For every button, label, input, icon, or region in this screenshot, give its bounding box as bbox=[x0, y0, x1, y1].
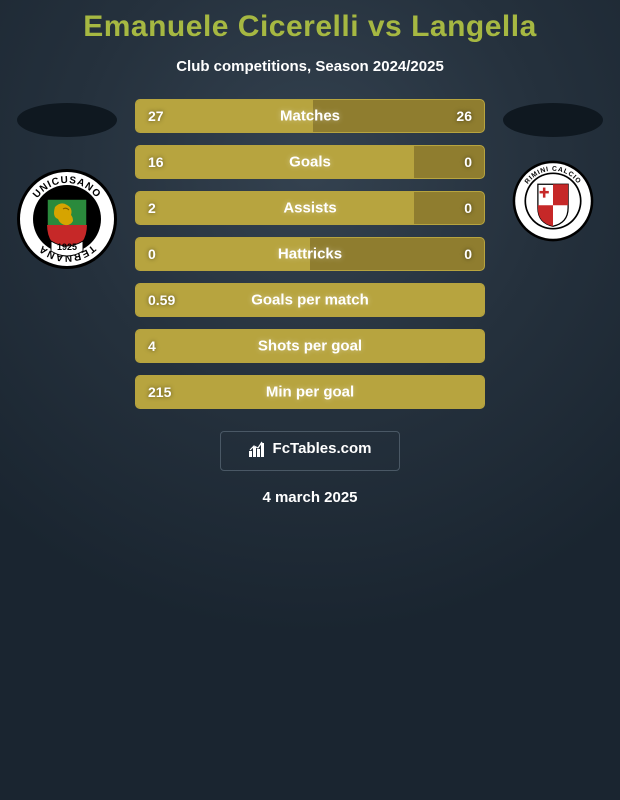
svg-text:1925: 1925 bbox=[57, 242, 77, 252]
crest-left-icon: UNICUSANO TERNANA 1925 bbox=[17, 159, 117, 279]
stat-row: 27 Matches 26 bbox=[135, 99, 485, 133]
stat-left-value: 0 bbox=[148, 246, 156, 262]
stat-row: 4 Shots per goal bbox=[135, 329, 485, 363]
stat-row: 16 Goals 0 bbox=[135, 145, 485, 179]
stat-left-value: 0.59 bbox=[148, 292, 175, 308]
stat-label: Goals bbox=[289, 154, 331, 171]
stat-left-value: 2 bbox=[148, 200, 156, 216]
brand-text: FcTables.com bbox=[273, 440, 372, 457]
stat-label: Assists bbox=[283, 200, 336, 217]
main-area: UNICUSANO TERNANA 1925 27 Matches 26 16 Goal… bbox=[0, 99, 620, 409]
date-text: 4 march 2025 bbox=[0, 489, 620, 506]
brand-box: FcTables.com bbox=[220, 431, 400, 471]
stat-right-value: 26 bbox=[456, 108, 472, 124]
stat-row: 0.59 Goals per match bbox=[135, 283, 485, 317]
ellipse-shadow-right bbox=[503, 103, 603, 137]
stat-row-fill bbox=[136, 192, 414, 224]
subtitle: Club competitions, Season 2024/2025 bbox=[0, 58, 620, 75]
player-left-column: UNICUSANO TERNANA 1925 bbox=[7, 99, 127, 279]
stat-label: Goals per match bbox=[251, 292, 369, 309]
stat-right-value: 0 bbox=[464, 246, 472, 262]
stat-row-fill bbox=[136, 146, 414, 178]
stat-row: 215 Min per goal bbox=[135, 375, 485, 409]
player-right-column: RIMINI CALCIO bbox=[493, 99, 613, 243]
ellipse-shadow-left bbox=[17, 103, 117, 137]
stat-right-value: 0 bbox=[464, 200, 472, 216]
stat-label: Matches bbox=[280, 108, 340, 125]
page-title: Emanuele Cicerelli vs Langella bbox=[0, 0, 620, 44]
stat-label: Hattricks bbox=[278, 246, 342, 263]
stat-left-value: 27 bbox=[148, 108, 164, 124]
bars-logo-icon bbox=[249, 441, 267, 457]
stat-row: 2 Assists 0 bbox=[135, 191, 485, 225]
stat-left-value: 16 bbox=[148, 154, 164, 170]
stat-row: 0 Hattricks 0 bbox=[135, 237, 485, 271]
stat-right-value: 0 bbox=[464, 154, 472, 170]
stat-left-value: 215 bbox=[148, 384, 171, 400]
stat-left-value: 4 bbox=[148, 338, 156, 354]
crest-right-icon: RIMINI CALCIO bbox=[511, 159, 595, 243]
stat-label: Shots per goal bbox=[258, 338, 362, 355]
stat-label: Min per goal bbox=[266, 384, 354, 401]
stats-bars: 27Matches2616Goals02Assists00Hattricks00… bbox=[135, 99, 485, 409]
